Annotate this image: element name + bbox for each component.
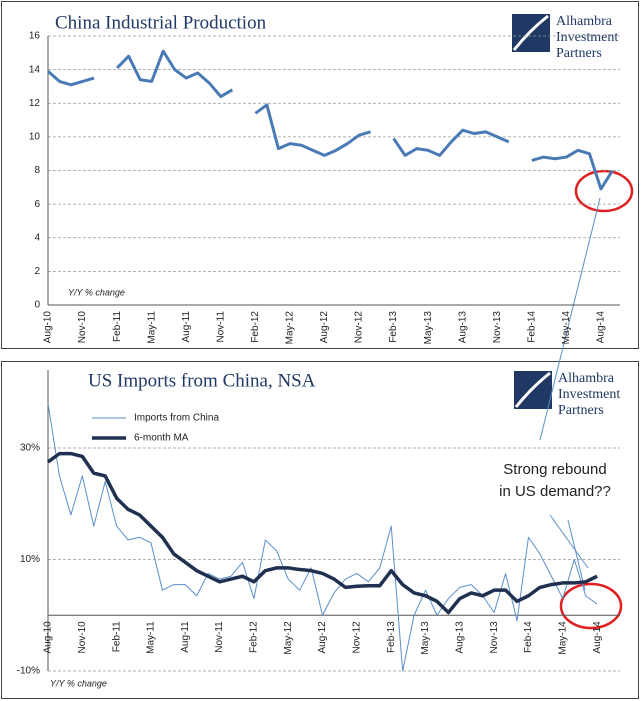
data-line <box>47 49 614 191</box>
data-line <box>47 403 598 672</box>
x-tick-label: Feb-11 <box>112 311 123 342</box>
x-tick-label: May-14 <box>561 311 572 345</box>
x-tick-label: Nov-10 <box>77 621 88 654</box>
x-tick-label: Aug-12 <box>319 311 330 344</box>
y-tick-label: 12 <box>29 98 41 109</box>
y-tick-label: 4 <box>34 232 40 243</box>
logo: Alhambra Investment Partners <box>512 14 618 61</box>
x-tick-label: Feb-12 <box>250 311 261 343</box>
arrow <box>567 519 586 591</box>
logo-icon <box>514 371 551 408</box>
highlight-circle <box>574 169 634 213</box>
x-tick-label: Aug-14 <box>592 621 603 654</box>
legend-label: 6-month MA <box>134 433 189 444</box>
panel-frame <box>1 361 639 699</box>
logo-text: Partners <box>558 403 604 418</box>
x-tick-label: Aug-13 <box>454 621 465 654</box>
x-tick-label: Aug-10 <box>43 621 54 654</box>
x-tick-label: Nov-13 <box>489 621 500 654</box>
logo-text: Investment <box>558 387 620 402</box>
x-tick-label: Aug-11 <box>181 311 192 343</box>
logo-text: Partners <box>556 46 602 61</box>
x-tick-label: Feb-13 <box>386 621 397 653</box>
annotation: in US demand?? <box>499 483 611 500</box>
x-tick-label: May-12 <box>283 621 294 655</box>
y-tick-label: 2 <box>34 266 40 277</box>
chart-title: US Imports from China, NSA <box>88 370 316 391</box>
y-tick-label: 14 <box>29 64 41 75</box>
y-tick-label: 0 <box>34 300 40 311</box>
y-tick-label: 8 <box>34 165 40 176</box>
highlight-circle <box>559 582 623 630</box>
logo-icon <box>512 14 549 51</box>
y-tick-label: -10% <box>17 666 40 677</box>
x-tick-label: May-13 <box>423 311 434 345</box>
x-tick-label: Nov-12 <box>352 621 363 654</box>
x-tick-label: Nov-11 <box>215 311 226 343</box>
y-tick-label: 10% <box>20 554 40 565</box>
x-tick-label: Aug-12 <box>317 621 328 654</box>
logo-text: Alhambra <box>558 371 615 386</box>
data-line <box>46 451 598 615</box>
x-tick-label: Nov-10 <box>77 311 88 344</box>
x-tick-label: Feb-11 <box>111 621 122 652</box>
x-tick-label: Aug-14 <box>596 311 607 344</box>
x-tick-label: Nov-11 <box>214 621 225 653</box>
x-tick-label: Feb-12 <box>249 621 260 653</box>
logo-text: Alhambra <box>556 14 613 29</box>
panel-frame <box>1 1 639 349</box>
x-tick-label: Aug-11 <box>180 621 191 653</box>
y-tick-label: 30% <box>20 443 40 454</box>
logo-text: Investment <box>556 30 618 45</box>
x-tick-label: May-14 <box>557 621 568 655</box>
x-tick-label: Nov-12 <box>354 311 365 344</box>
axis-note: Y/Y % change <box>50 678 107 688</box>
y-tick-label: 16 <box>29 31 41 42</box>
legend-label: Imports from China <box>134 413 219 424</box>
x-tick-label: Aug-13 <box>457 311 468 344</box>
annotation: Strong rebound <box>503 461 606 478</box>
y-tick-label: 6 <box>34 199 40 210</box>
x-tick-label: May-13 <box>420 621 431 655</box>
x-tick-label: May-12 <box>285 311 296 345</box>
x-tick-label: Aug-10 <box>43 311 54 344</box>
x-tick-label: Feb-14 <box>523 621 534 653</box>
chart-title: China Industrial Production <box>55 12 267 33</box>
y-tick-label: 10 <box>29 132 41 143</box>
x-tick-label: May-11 <box>146 311 157 344</box>
arrow <box>549 514 589 569</box>
x-tick-label: Nov-13 <box>492 311 503 344</box>
x-tick-label: Feb-13 <box>388 311 399 343</box>
logo: Alhambra Investment Partners <box>514 371 620 418</box>
x-tick-label: Feb-14 <box>526 311 537 343</box>
arrow <box>539 197 601 441</box>
axis-note: Y/Y % change <box>68 287 125 297</box>
x-tick-label: May-11 <box>146 621 157 654</box>
